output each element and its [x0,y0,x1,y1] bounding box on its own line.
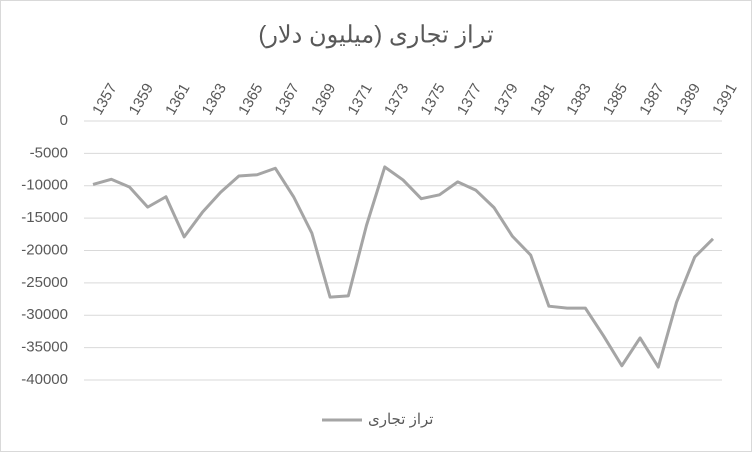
y-tick-label: -40000 [21,371,68,388]
y-tick-label: -20000 [21,241,68,258]
y-tick-label: -15000 [21,209,68,226]
y-tick-label: 0 [60,112,68,129]
line [92,165,715,369]
legend-label: تراز تجاری [368,411,433,428]
chart-title: تراز تجاری (میلیون دلار) [258,21,493,48]
y-tick-label: -10000 [21,177,68,194]
y-tick-label: -5000 [30,144,68,161]
y-tick-label: -35000 [21,339,68,356]
y-tick-label: -30000 [21,306,68,323]
y-tick-label: -25000 [21,274,68,291]
